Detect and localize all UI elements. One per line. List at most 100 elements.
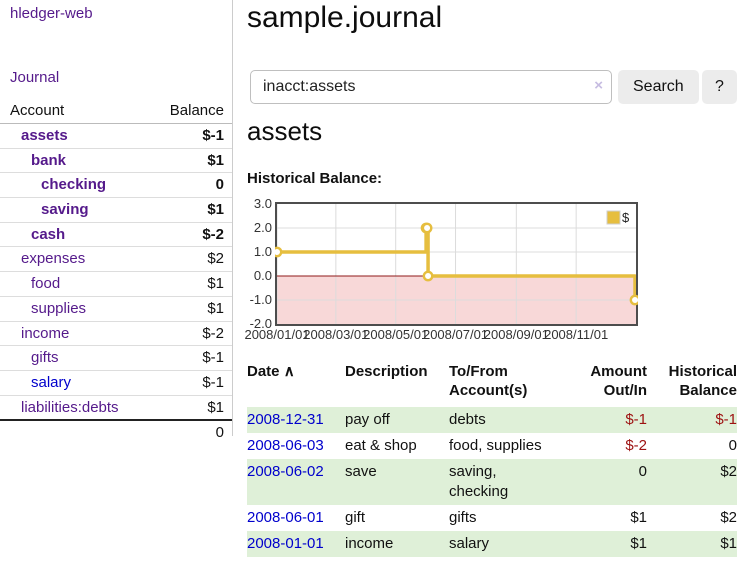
y-axis-tick: 0.0 — [253, 268, 272, 283]
help-button[interactable]: ? — [702, 70, 737, 104]
sidebar-item-journal[interactable]: Journal — [10, 69, 60, 86]
sidebar: hledger-web Journal Account Balance asse… — [0, 0, 233, 441]
y-axis-tick: -1.0 — [249, 292, 272, 307]
transaction-row[interactable]: 2008-06-03 eat & shop food, supplies $-2 0 — [247, 433, 737, 459]
sort-ascending-icon: ∧ — [283, 363, 295, 380]
x-axis-tick: 2008/05/01 — [363, 327, 429, 342]
sidebar-account-link[interactable]: liabilities:debts — [21, 398, 119, 416]
transaction-accounts: food, supplies — [449, 437, 542, 454]
account-balance: $-1 — [202, 349, 224, 367]
sidebar-account-link[interactable]: saving — [41, 201, 89, 219]
chart-title: Historical Balance: — [247, 170, 383, 187]
sidebar-account-link[interactable]: assets — [21, 127, 68, 144]
x-axis-tick: 2008/03/01 — [303, 327, 369, 342]
account-balance: $-2 — [202, 225, 224, 243]
brand-link[interactable]: hledger-web — [10, 5, 93, 22]
account-row: checking 0 — [0, 172, 232, 197]
transaction-amount: $-2 — [625, 437, 647, 454]
y-axis-tick: -2.0 — [249, 316, 272, 331]
transaction-amount: $1 — [630, 509, 647, 526]
account-row: cash $-2 — [0, 221, 232, 247]
transaction-date-link[interactable]: 2008-06-01 — [247, 509, 324, 526]
search-input[interactable] — [250, 70, 612, 104]
transaction-amount: $1 — [630, 535, 647, 552]
transaction-accounts: salary — [449, 535, 490, 552]
account-balance: 0 — [215, 176, 224, 194]
search-box: × — [250, 70, 612, 104]
x-axis-tick: 2008/09/01 — [483, 327, 549, 342]
transaction-description: pay off — [345, 411, 390, 428]
data-point-marker — [275, 246, 283, 258]
accounts-rows: assets $-1 bank $1 checking 0 saving $1 cash $-2 e… — [0, 124, 232, 419]
account-row: expenses $2 — [0, 246, 232, 271]
sidebar-account-link[interactable]: expenses — [21, 250, 86, 268]
sidebar-account-link[interactable]: income — [21, 324, 70, 342]
transaction-balance: 0 — [728, 437, 737, 454]
transaction-date-link[interactable]: 2008-01-01 — [247, 535, 324, 552]
transaction-balance: $-1 — [715, 411, 737, 428]
data-point-marker — [421, 222, 433, 234]
account-balance: $1 — [207, 151, 224, 169]
sidebar-account-link[interactable]: salary — [31, 373, 72, 391]
account-balance: $-1 — [202, 373, 224, 391]
register-col-date[interactable]: Date ∧ — [247, 363, 295, 380]
transaction-row[interactable]: 2008-12-31 pay off debts $-1 $-1 — [247, 407, 737, 433]
y-axis-tick: 2.0 — [253, 220, 272, 235]
register-col-balance: Historical Balance — [668, 363, 737, 399]
transaction-description: gift — [345, 509, 366, 526]
sidebar-account-link[interactable]: supplies — [31, 299, 87, 317]
sidebar-account-link[interactable]: checking — [41, 176, 107, 194]
account-row: liabilities:debts $1 — [0, 394, 232, 420]
account-row: saving $1 — [0, 197, 232, 222]
transaction-row[interactable]: 2008-06-02 save saving, checking 0 $2 — [247, 459, 737, 505]
transaction-balance: $1 — [720, 535, 737, 552]
accounts-table-header: Account Balance — [0, 98, 232, 124]
account-row: assets $-1 — [0, 124, 232, 148]
transaction-row[interactable]: 2008-01-01 income salary $1 $1 — [247, 531, 737, 557]
account-row: supplies $1 — [0, 295, 232, 321]
clear-search-icon[interactable]: × — [594, 77, 603, 94]
register-col-description: Description — [345, 363, 428, 380]
account-row: gifts $-1 — [0, 345, 232, 370]
transaction-description: eat & shop — [345, 437, 417, 454]
chart-legend-label: $ — [622, 210, 630, 225]
account-row: food $1 — [0, 271, 232, 296]
transaction-description: save — [345, 463, 377, 480]
data-point-marker — [629, 294, 638, 306]
accounts-table: Account Balance assets $-1 bank $1 checking 0… — [0, 98, 232, 445]
account-balance: $1 — [207, 299, 224, 317]
account-balance: $1 — [207, 398, 224, 416]
search-button[interactable]: Search — [618, 70, 699, 104]
account-row: bank $1 — [0, 147, 232, 173]
account-row: salary $-1 — [0, 369, 232, 395]
account-row: income $-2 — [0, 320, 232, 346]
account-balance: $1 — [207, 201, 224, 219]
chart-plot-area[interactable]: $ — [275, 202, 638, 326]
transaction-date-link[interactable]: 2008-06-02 — [247, 463, 324, 480]
data-point-marker — [422, 270, 434, 282]
account-heading: assets — [247, 116, 323, 146]
accounts-col-account: Account — [10, 102, 65, 119]
register-col-amount: Amount Out/In — [590, 363, 647, 399]
x-axis-tick: 2008/07/01 — [422, 327, 489, 342]
transaction-accounts: saving, checking — [449, 463, 509, 500]
account-balance: $-2 — [202, 324, 224, 342]
sidebar-account-link[interactable]: bank — [31, 151, 67, 169]
transaction-date-link[interactable]: 2008-12-31 — [247, 411, 324, 428]
y-axis-tick: 3.0 — [253, 196, 272, 211]
y-axis-tick: 1.0 — [253, 244, 272, 259]
legend-swatch — [606, 210, 621, 225]
transaction-date-link[interactable]: 2008-06-03 — [247, 437, 324, 454]
accounts-col-balance: Balance — [169, 102, 224, 119]
transaction-row[interactable]: 2008-06-01 gift gifts $1 $2 — [247, 505, 737, 531]
sidebar-account-link[interactable]: food — [31, 275, 61, 293]
balance-chart[interactable]: $ 3.0 2.0 1.0 0.0 -1.0 -2.0 2008/01/01 2008/03… — [236, 196, 742, 346]
sidebar-account-link[interactable]: gifts — [31, 349, 59, 367]
transaction-balance: $2 — [720, 463, 737, 480]
register-rows: 2008-12-31 pay off debts $-1 $-1 2008-06-03 ea… — [247, 407, 737, 557]
plot-border — [275, 202, 638, 326]
accounts-total-row: 0 — [0, 419, 232, 445]
register-table: Date ∧ Description To/From Account(s) Am… — [247, 362, 737, 557]
account-balance: $2 — [207, 250, 224, 268]
sidebar-account-link[interactable]: cash — [31, 225, 66, 243]
